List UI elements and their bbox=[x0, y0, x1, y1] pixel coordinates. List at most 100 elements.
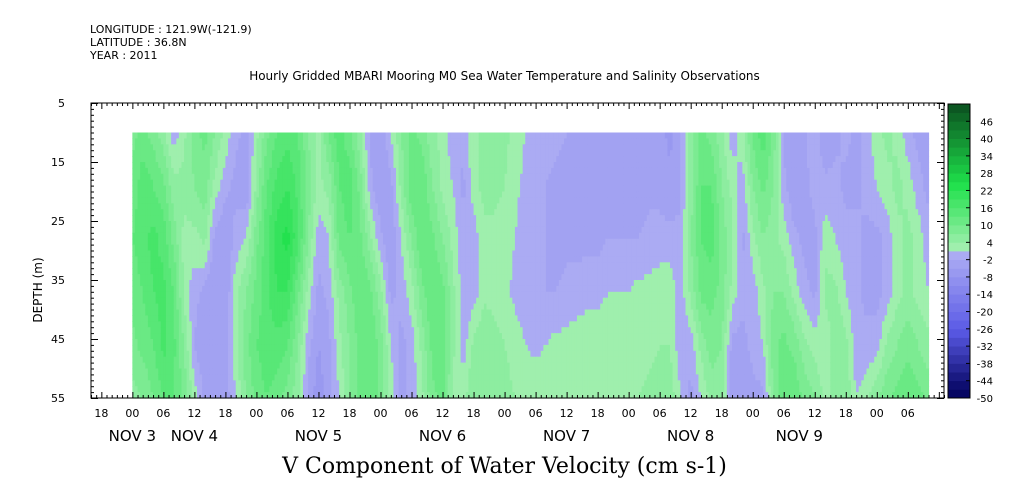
heat-cell bbox=[140, 274, 144, 281]
heat-cell bbox=[266, 179, 270, 187]
heat-cell bbox=[217, 291, 221, 299]
heat-cell bbox=[284, 138, 289, 145]
heat-cell bbox=[411, 215, 415, 222]
heat-cell bbox=[305, 280, 309, 287]
heat-cell bbox=[357, 339, 361, 346]
heat-cell bbox=[284, 197, 289, 204]
heat-cell bbox=[315, 156, 320, 163]
heat-cell bbox=[204, 144, 208, 151]
heat-cell bbox=[367, 315, 371, 322]
heat-cell bbox=[191, 303, 195, 311]
heat-cell bbox=[331, 356, 335, 364]
heat-cell bbox=[209, 250, 214, 257]
heat-cell bbox=[212, 226, 216, 234]
heat-cell bbox=[292, 221, 296, 228]
heat-cell bbox=[132, 132, 136, 139]
heat-cell bbox=[147, 274, 152, 281]
heat-cell bbox=[238, 356, 242, 364]
heat-cell bbox=[196, 179, 201, 187]
heat-cell bbox=[349, 280, 353, 287]
heat-cell bbox=[178, 191, 183, 198]
heat-cell bbox=[181, 144, 185, 151]
heat-cell bbox=[284, 274, 289, 281]
heat-cell bbox=[230, 268, 234, 275]
heat-cell bbox=[209, 368, 214, 375]
heat-cell bbox=[248, 132, 252, 139]
heat-cell bbox=[243, 291, 247, 299]
heat-cell bbox=[323, 232, 327, 240]
heat-cell bbox=[282, 380, 286, 387]
heat-cell bbox=[202, 167, 206, 175]
heat-cell bbox=[398, 386, 402, 393]
heat-cell bbox=[408, 291, 413, 299]
heat-cell bbox=[240, 250, 245, 257]
heat-cell bbox=[163, 215, 167, 222]
heat-cell bbox=[215, 309, 219, 316]
heat-cell bbox=[220, 262, 224, 269]
heat-cell bbox=[380, 185, 384, 193]
heat-cell bbox=[370, 256, 374, 263]
heat-cell bbox=[243, 386, 247, 393]
heat-cell bbox=[153, 356, 157, 364]
heat-cell bbox=[269, 221, 273, 228]
heat-cell bbox=[341, 197, 345, 204]
heat-cell bbox=[349, 303, 353, 311]
heat-cell bbox=[331, 138, 335, 145]
heat-cell bbox=[416, 309, 420, 316]
heat-cell bbox=[305, 162, 309, 169]
heat-cell bbox=[240, 368, 245, 375]
heat-cell bbox=[292, 285, 296, 293]
heat-cell bbox=[341, 244, 345, 252]
heat-cell bbox=[326, 250, 330, 257]
heat-cell bbox=[367, 150, 371, 157]
heat-cell bbox=[264, 156, 268, 163]
heat-cell bbox=[287, 203, 291, 210]
heat-cell bbox=[217, 368, 221, 375]
heat-cell bbox=[253, 274, 258, 281]
heat-cell bbox=[364, 386, 369, 393]
heat-cell bbox=[279, 238, 283, 246]
heat-cell bbox=[411, 156, 415, 163]
heat-cell bbox=[318, 368, 322, 375]
heat-cell bbox=[134, 297, 139, 305]
heat-cell bbox=[191, 162, 195, 169]
heat-cell bbox=[233, 291, 237, 299]
heat-cell bbox=[401, 179, 405, 187]
heat-cell bbox=[375, 226, 379, 234]
heat-cell bbox=[173, 327, 177, 334]
heat-cell bbox=[150, 250, 154, 257]
heat-cell bbox=[212, 150, 216, 157]
heat-cell bbox=[310, 356, 314, 364]
heat-cell bbox=[150, 344, 154, 352]
heat-cell bbox=[385, 374, 389, 381]
heat-cell bbox=[323, 167, 327, 175]
heat-cell bbox=[331, 380, 335, 387]
heat-cell bbox=[160, 344, 164, 352]
heat-cell bbox=[401, 150, 405, 157]
heat-cell bbox=[186, 138, 190, 145]
heat-cell bbox=[235, 215, 239, 222]
heat-cell bbox=[253, 291, 258, 299]
heat-cell bbox=[302, 156, 307, 163]
heat-cell bbox=[153, 344, 157, 352]
heat-cell bbox=[302, 285, 307, 293]
heat-cell bbox=[308, 280, 312, 287]
heat-cell bbox=[220, 132, 224, 139]
heat-cell bbox=[287, 386, 291, 393]
heat-cell bbox=[259, 291, 263, 299]
heat-cell bbox=[163, 374, 167, 381]
heat-cell bbox=[243, 167, 247, 175]
heat-cell bbox=[243, 368, 247, 375]
heat-cell bbox=[233, 132, 237, 139]
heat-cell bbox=[388, 327, 392, 334]
heat-cell bbox=[336, 380, 340, 387]
heat-cell bbox=[259, 333, 263, 340]
heat-cell bbox=[414, 350, 418, 358]
heat-cell bbox=[145, 232, 149, 240]
heat-cell bbox=[292, 333, 296, 340]
heat-cell bbox=[173, 244, 177, 252]
heat-cell bbox=[222, 226, 227, 234]
heat-cell bbox=[375, 191, 379, 198]
heat-cell bbox=[349, 179, 353, 187]
heat-cell bbox=[274, 274, 278, 281]
